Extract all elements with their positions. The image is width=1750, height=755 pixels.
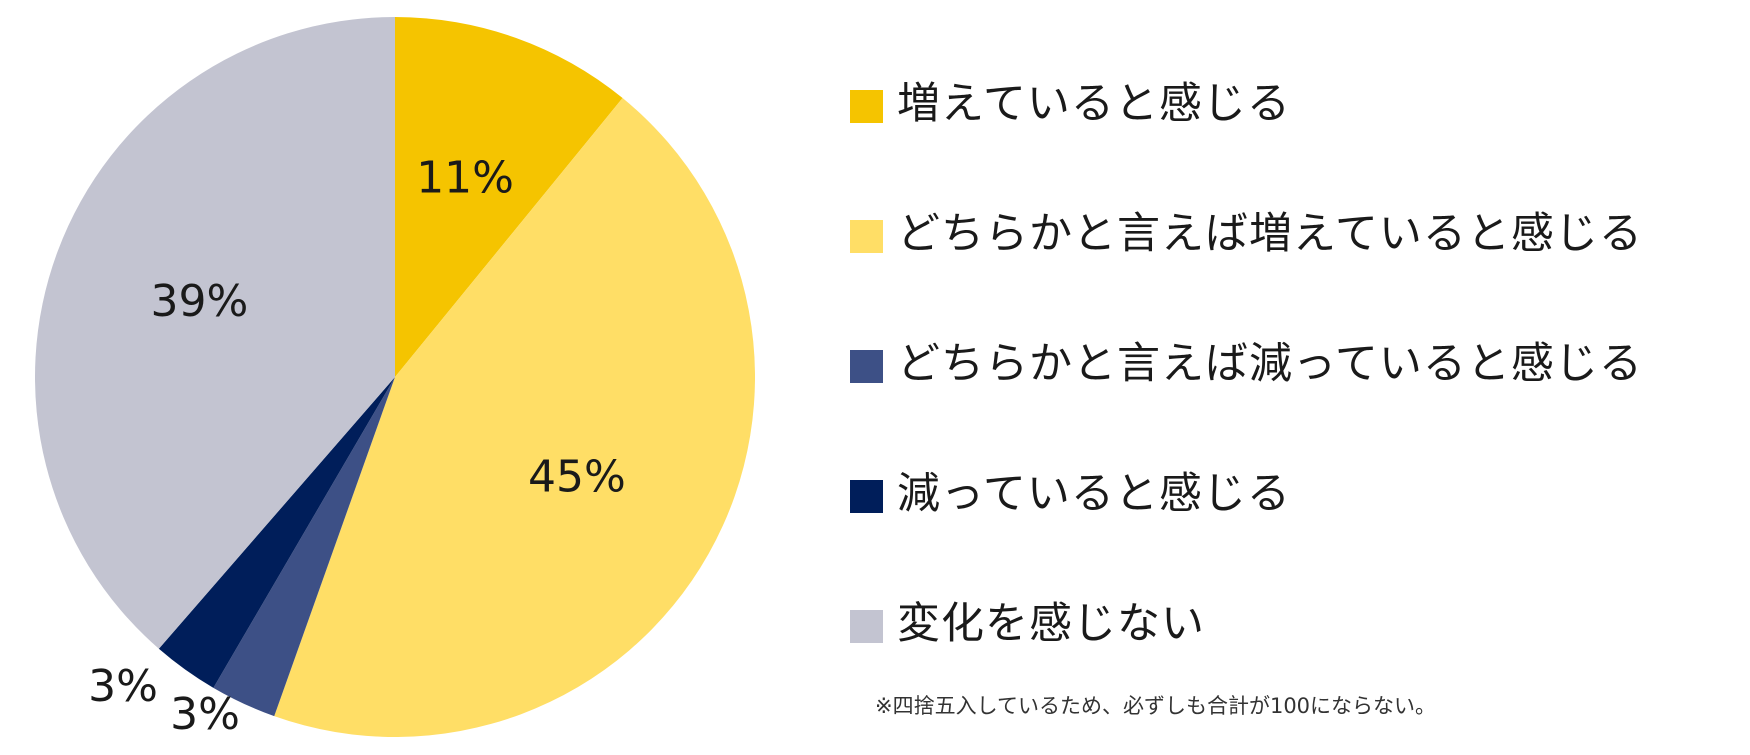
pie-slice-3 [158, 377, 395, 688]
pie-slice-2 [213, 377, 395, 717]
pie-slice-1 [274, 98, 756, 738]
legend-item-increasing: 増えていると感じる [850, 70, 1291, 130]
pie-slice-label-2: 3% [170, 689, 240, 740]
legend-label: 変化を感じない [897, 599, 1205, 649]
pie-slice-label-3: 3% [88, 661, 158, 712]
legend-label: 減っていると感じる [897, 469, 1291, 519]
pie-slice-label-1: 45% [528, 452, 626, 503]
legend-swatch [850, 609, 883, 643]
legend-swatch [850, 89, 883, 123]
legend-item-somewhat-decreasing: どちらかと言えば減っていると感じる [850, 330, 1643, 390]
footnote: ※四捨五入しているため、必ずしも合計が100にならない。 [875, 694, 1437, 718]
legend-label: 増えていると感じる [897, 79, 1291, 129]
pie-slices [34, 17, 756, 738]
legend-label: どちらかと言えば減っていると感じる [897, 339, 1643, 389]
legend-swatch [850, 479, 883, 513]
legend-item-somewhat-increasing: どちらかと言えば増えていると感じる [850, 200, 1643, 260]
legend-swatch [850, 349, 883, 383]
pie-slice-label-4: 39% [151, 276, 249, 327]
legend-item-decreasing: 減っていると感じる [850, 460, 1291, 520]
pie-slice-0 [395, 17, 623, 377]
pie-slice-4 [34, 17, 395, 649]
legend-swatch [850, 219, 883, 253]
pie-slice-labels: 11% 45% 3%3% 39% [88, 152, 626, 740]
legend-label: どちらかと言えば増えていると感じる [897, 209, 1643, 259]
legend-item-no-change: 変化を感じない [850, 590, 1205, 650]
legend: 増えていると感じる どちらかと言えば増えていると感じる どちらかと言えば減ってい… [850, 0, 1730, 755]
pie-slice-label-0: 11% [416, 152, 514, 203]
